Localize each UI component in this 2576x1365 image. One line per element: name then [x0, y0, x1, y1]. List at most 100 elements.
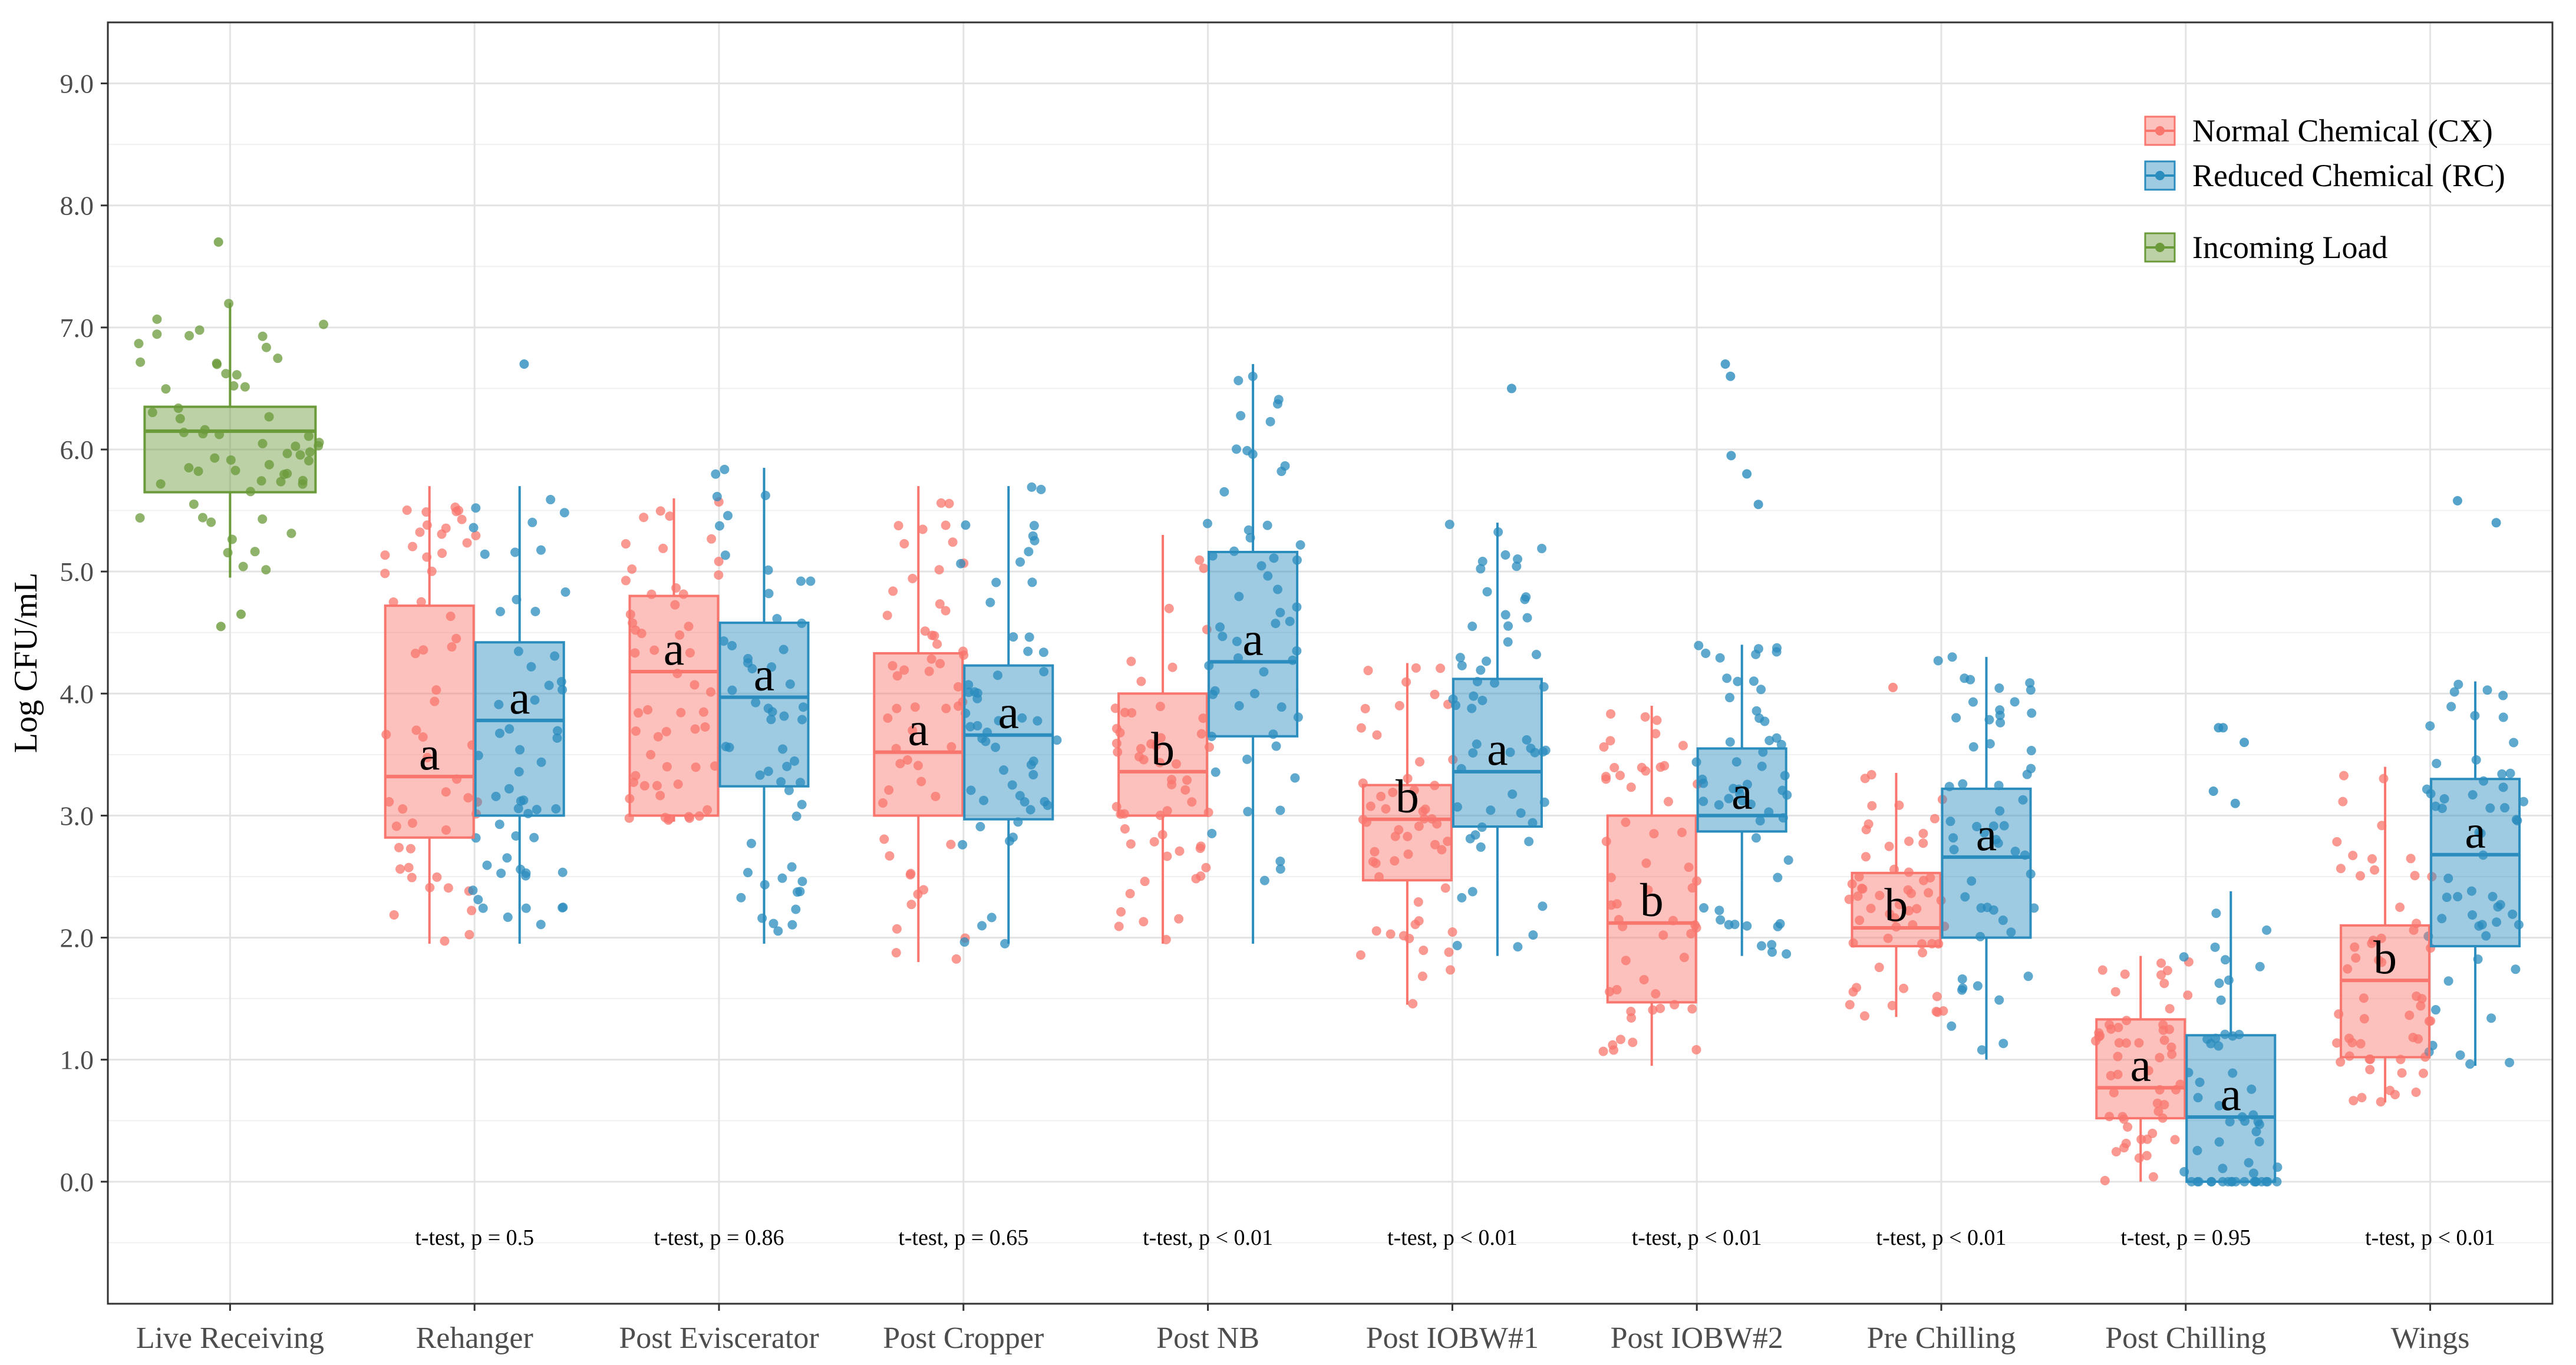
data-point	[2159, 1100, 2169, 1110]
data-point	[1271, 619, 1281, 629]
data-point	[1140, 877, 1150, 887]
box	[718, 622, 810, 788]
legend-label: Normal Chemical (CX)	[2192, 113, 2493, 148]
data-point	[1605, 736, 1615, 746]
y-tick-label: 2.0	[60, 923, 94, 953]
data-point	[1767, 947, 1777, 957]
outlier-point	[1753, 500, 1763, 510]
data-point	[1998, 915, 2008, 926]
data-point	[295, 450, 305, 460]
data-point	[2109, 1088, 2119, 1098]
data-point	[714, 557, 724, 567]
data-point	[1960, 892, 1970, 902]
data-point	[1162, 806, 1172, 816]
data-point	[2114, 1038, 2124, 1048]
data-point	[888, 586, 898, 596]
data-point	[1033, 716, 1043, 726]
data-point	[1999, 821, 2009, 831]
data-point	[782, 761, 792, 771]
significance-letter: a	[754, 649, 775, 701]
data-point	[416, 597, 426, 607]
data-point	[935, 599, 945, 609]
data-point	[790, 756, 800, 766]
data-point	[1976, 903, 1986, 913]
data-point	[631, 771, 641, 781]
data-point	[1271, 741, 1281, 751]
data-point	[1947, 652, 1957, 662]
ttest-annotation: t-test, p = 0.95	[2120, 1225, 2251, 1250]
data-point	[1988, 821, 1998, 831]
data-point	[1724, 693, 1734, 703]
data-point	[1985, 739, 1995, 749]
data-point	[473, 894, 483, 904]
data-point	[1167, 775, 1177, 785]
data-point	[451, 633, 461, 643]
data-point	[676, 708, 686, 718]
data-point	[1947, 1021, 1957, 1031]
data-point	[1208, 551, 1218, 561]
data-point	[743, 868, 753, 878]
data-point	[1418, 807, 1428, 817]
data-point	[883, 713, 893, 723]
data-point	[1957, 985, 1967, 995]
data-point	[719, 636, 729, 646]
data-point	[1381, 804, 1391, 814]
data-point	[1180, 785, 1190, 795]
data-point	[1440, 883, 1450, 893]
data-point	[2492, 917, 2502, 927]
data-point	[636, 629, 647, 639]
data-point	[1414, 757, 1424, 767]
outlier-point	[2239, 738, 2250, 748]
data-point	[764, 589, 774, 599]
data-point	[1522, 613, 1532, 623]
outlier-point	[1742, 469, 1752, 479]
data-point	[958, 840, 968, 850]
data-point	[1125, 888, 1135, 898]
data-point	[1136, 743, 1146, 753]
data-point	[1486, 805, 1496, 815]
data-point	[134, 339, 144, 349]
data-point	[1136, 676, 1146, 686]
box	[143, 405, 317, 494]
data-point	[1655, 1003, 1665, 1013]
box	[1696, 747, 1787, 833]
data-point	[227, 534, 237, 544]
data-point	[1612, 899, 1622, 909]
data-point	[1512, 561, 1522, 571]
legend-label: Reduced Chemical (RC)	[2192, 158, 2505, 193]
significance-letter: b	[1640, 875, 1664, 927]
data-point	[935, 659, 945, 669]
significance-letter: a	[998, 687, 1020, 739]
data-point	[1658, 930, 1668, 940]
data-point	[152, 314, 162, 324]
data-point	[1972, 822, 1982, 832]
data-point	[675, 630, 685, 640]
x-tick-label: Live Receiving	[136, 1321, 324, 1355]
data-point	[447, 642, 457, 652]
data-point	[504, 724, 514, 734]
data-point	[878, 798, 888, 808]
data-point	[2408, 1033, 2418, 1043]
data-point	[2348, 851, 2358, 861]
data-point	[1482, 656, 1492, 666]
data-point	[1516, 808, 1526, 818]
data-point	[471, 531, 481, 541]
data-point	[662, 762, 672, 772]
data-point	[388, 597, 398, 607]
box	[2095, 1018, 2186, 1120]
data-point	[1024, 547, 1034, 557]
data-point	[1413, 897, 1423, 907]
data-point	[2367, 854, 2377, 864]
ttest-annotation: t-test, p = 0.86	[654, 1225, 784, 1250]
data-point	[559, 508, 569, 518]
data-point	[1698, 778, 1708, 788]
data-point	[2143, 1066, 2153, 1076]
data-point	[1725, 737, 1735, 747]
data-point	[806, 576, 816, 586]
data-point	[652, 781, 662, 791]
data-point	[407, 818, 417, 828]
data-point	[959, 937, 969, 947]
data-point	[1606, 709, 1616, 719]
data-point	[2455, 1050, 2465, 1060]
data-point	[230, 465, 240, 475]
